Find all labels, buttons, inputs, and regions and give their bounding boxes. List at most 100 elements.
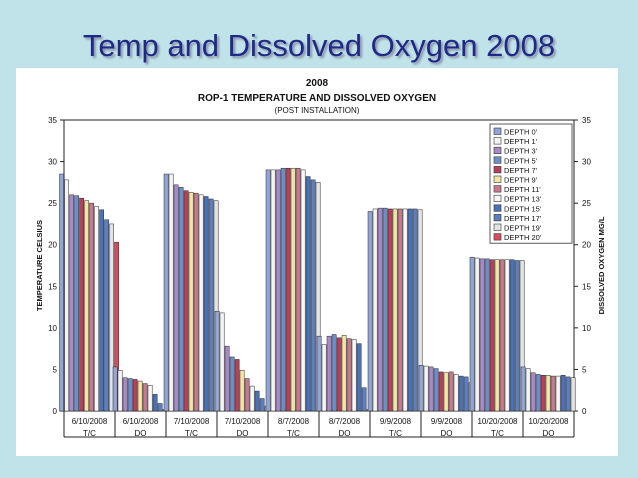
bar [224,345,230,412]
bar [545,375,551,412]
bar [474,257,480,412]
bar [109,223,114,412]
bar [418,365,424,412]
bar [382,207,388,412]
x-date-label: 7/10/2008 [174,417,210,426]
bar [203,196,209,412]
bar [275,169,281,412]
legend-swatch [493,204,502,212]
bar [509,259,515,412]
bar [94,206,99,412]
bar [560,375,566,412]
bar [239,370,245,412]
bar [489,259,495,412]
bar [346,338,352,412]
x-kind-label: DO [339,429,351,438]
bar [244,378,250,412]
bar [285,167,291,412]
bar [514,260,520,412]
bar [84,200,89,412]
bar [234,359,240,412]
bar [219,312,225,412]
x-date-label: 7/10/2008 [225,417,261,426]
x-date-label: 9/9/2008 [380,417,412,426]
legend-label: DEPTH 20' [504,233,542,242]
bar [336,337,342,412]
bar [361,387,367,412]
bar [402,208,408,412]
x-kind-label: DO [441,429,453,438]
legend-label: DEPTH 17' [504,214,542,223]
bar [448,371,454,412]
slide-title: Temp and Dissolved Oxygen 2008 [82,28,556,63]
y2-axis-title: DISSOLVED OXYGEN MG/L [597,216,606,314]
bar [438,371,444,412]
bar [117,370,123,412]
bar [397,208,403,412]
bar [341,335,347,412]
bar [458,375,464,412]
bar [74,195,79,412]
x-date-label: 6/10/2008 [123,417,159,426]
y2-tick-label: 0 [582,407,587,416]
bar [300,169,306,412]
x-kind-label: T/C [287,429,300,438]
bar [407,208,413,412]
bar [132,379,138,412]
chart-legend: DEPTH 0'DEPTH 1'DEPTH 3'DEPTH 5'DEPTH 7'… [489,123,573,244]
bar [193,192,199,412]
bar [295,167,301,412]
bar [555,375,561,412]
bar [79,197,84,412]
x-kind-label: T/C [491,429,504,438]
chart-note: (POST INSTALLATION) [275,106,360,115]
legend-label: DEPTH 15' [504,204,542,213]
legend-swatch [493,194,502,202]
y-tick-label: 15 [48,282,57,291]
bar [122,377,128,412]
bar [331,334,337,412]
bar [326,335,332,412]
legend-label: DEPTH 3' [504,147,538,156]
bar [433,368,439,412]
bar [142,383,148,412]
x-kind-label: T/C [185,429,198,438]
y-tick-label: 10 [48,324,57,333]
legend-label: DEPTH 5' [504,156,538,165]
y2-tick-label: 10 [582,324,591,333]
legend-label: DEPTH 7' [504,166,538,175]
x-kind-label: T/C [83,429,96,438]
x-date-label: 8/7/2008 [278,417,310,426]
bar [469,256,475,412]
bar [494,259,500,412]
legend-swatch [493,156,502,164]
bar [208,198,214,412]
bar [265,169,271,412]
bar [428,366,434,412]
bar [64,179,69,412]
bar [99,209,104,412]
chart-image: 2008 ROP-1 TEMPERATURE AND DISSOLVED OXYG… [16,68,618,456]
bar [310,179,316,412]
bar [356,343,362,412]
bar [392,208,398,412]
bar [525,368,531,412]
bar [157,403,163,412]
legend-swatch [493,146,502,154]
legend-swatch [493,137,502,145]
bar [316,335,322,412]
bar [214,310,220,412]
bar [372,208,378,412]
bar [178,187,184,412]
bar [479,258,485,412]
bar [59,173,64,412]
x-kind-label: T/C [389,429,402,438]
bar [540,375,546,412]
legend-swatch [493,233,502,241]
bar [367,211,373,412]
bar [137,380,143,412]
legend-swatch [493,214,502,222]
bar [520,366,526,412]
bar [183,190,189,412]
